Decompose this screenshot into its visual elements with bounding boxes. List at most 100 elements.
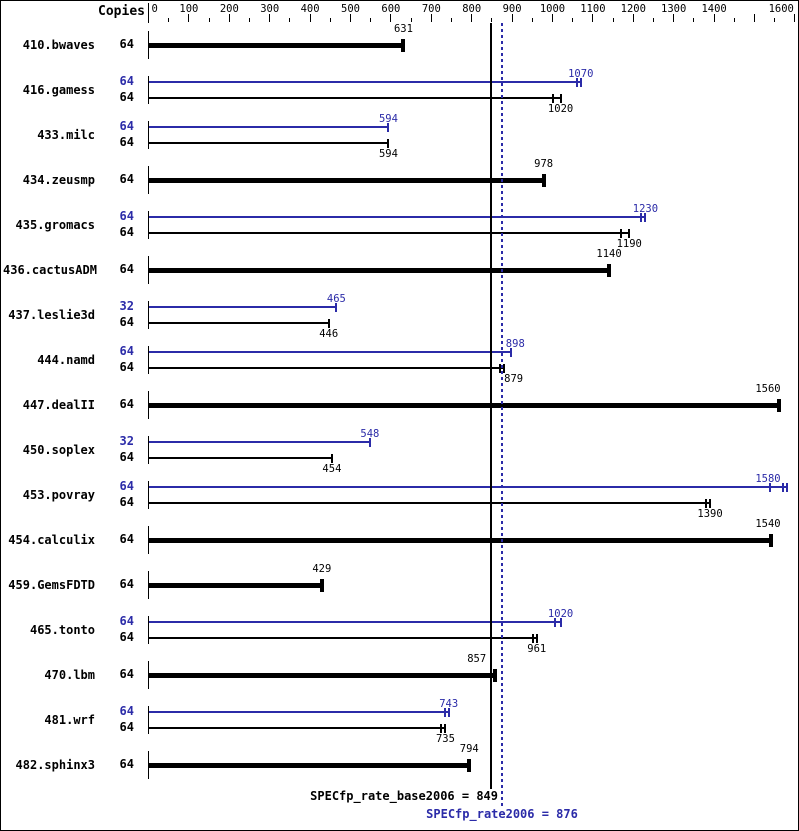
axis-tick-label: 1000	[539, 3, 566, 15]
bar-end-tick	[387, 138, 390, 148]
axis-minor-tick	[410, 18, 412, 22]
axis-tick-label: 100	[179, 3, 199, 15]
bar-end-tick	[492, 668, 497, 682]
axis-major-tick	[592, 14, 594, 22]
bar-value-label: 1140	[596, 248, 622, 260]
axis-minor-tick	[612, 18, 614, 22]
bar-run-tick	[575, 77, 578, 87]
axis-major-tick	[673, 14, 675, 22]
axis-tick-label: 700	[421, 3, 441, 15]
benchmark-axis-segment	[148, 31, 149, 59]
axis-minor-tick	[249, 18, 250, 22]
benchmark-name: 470.lbm	[44, 668, 95, 682]
bar-peak	[149, 306, 337, 308]
bar-end-tick	[768, 533, 773, 547]
benchmark-name: 465.tonto	[29, 623, 95, 637]
benchmark-axis-segment	[148, 436, 149, 464]
bar-end-tick	[467, 758, 472, 772]
copies-label: 64	[119, 90, 134, 104]
benchmark-name: 435.gromacs	[15, 218, 95, 232]
axis-major-tick	[511, 14, 513, 22]
copies-label: 64	[119, 614, 134, 628]
bar-base	[149, 637, 537, 639]
axis-major-tick	[350, 14, 351, 22]
bar-end-tick	[644, 212, 647, 222]
bar-value-label: 961	[527, 643, 547, 655]
bar-value-label: 735	[435, 733, 455, 745]
bar-value-label: 1540	[755, 518, 781, 530]
copies-label: 64	[119, 209, 134, 223]
summary-base-mean: SPECfp_rate_base2006 = 849	[310, 789, 498, 803]
bar-value-label: 631	[393, 23, 413, 35]
benchmark-name: 459.GemsFDTD	[8, 578, 95, 592]
axis-major-tick	[794, 14, 796, 22]
y-axis-header-line	[148, 3, 149, 23]
bar-run-tick	[620, 228, 623, 238]
benchmark-name: 434.zeusmp	[22, 173, 95, 187]
copies-label: 64	[119, 262, 134, 276]
benchmark-axis-segment	[148, 121, 149, 149]
benchmark-axis-segment	[148, 661, 149, 689]
axis-tick-label: 1100	[580, 3, 606, 15]
bar-end-tick	[387, 122, 390, 132]
copies-label: 64	[119, 172, 134, 186]
axis-tick-label: 0	[151, 3, 158, 15]
bar-peak	[149, 486, 787, 488]
bar-value-label: 879	[504, 373, 524, 385]
benchmark-name: 433.milc	[37, 128, 95, 142]
axis-major-tick	[228, 14, 230, 22]
bar-end-tick	[330, 453, 333, 463]
summary-peak-mean: SPECfp_rate2006 = 876	[426, 807, 578, 821]
axis-tick-label: 200	[219, 3, 239, 15]
axis-minor-tick	[653, 18, 654, 22]
bar-base	[149, 762, 470, 768]
bar-base	[149, 367, 504, 369]
copies-label: 64	[119, 577, 134, 591]
bar-run-tick	[553, 617, 556, 627]
bar-value-label: 1560	[755, 383, 781, 395]
benchmark-axis-segment	[148, 391, 149, 419]
axis-minor-tick	[491, 18, 493, 22]
bar-end-tick	[319, 578, 324, 592]
copies-label: 64	[119, 630, 134, 644]
benchmark-axis-segment	[148, 706, 149, 734]
axis-major-tick	[552, 14, 553, 22]
copies-label: 32	[119, 434, 134, 448]
bar-run-tick	[768, 482, 771, 492]
copies-label: 64	[119, 315, 134, 329]
axis-minor-tick	[208, 18, 210, 22]
axis-minor-tick	[693, 18, 695, 22]
bar-end-tick	[559, 93, 562, 103]
benchmark-axis-segment	[148, 211, 149, 239]
bar-end-tick	[559, 617, 562, 627]
bar-value-label: 898	[505, 338, 525, 350]
benchmark-axis-segment	[148, 571, 149, 599]
axis-tick-label: 800	[462, 3, 482, 15]
bar-peak	[149, 441, 370, 443]
axis-tick-label: 900	[502, 3, 522, 15]
bar-run-tick	[443, 707, 446, 717]
bar-value-label: 1020	[547, 103, 574, 115]
axis-major-tick	[390, 14, 392, 22]
bar-end-tick	[368, 437, 371, 447]
benchmark-axis-segment	[148, 346, 149, 374]
bar-end-tick	[776, 398, 781, 412]
bar-run-tick	[551, 93, 554, 103]
bar-value-label: 1230	[632, 203, 659, 215]
axis-minor-tick	[572, 18, 574, 22]
copies-label: 64	[119, 37, 134, 51]
axis-tick-label: 1400	[701, 3, 727, 15]
copies-label: 64	[119, 74, 134, 88]
bar-value-label: 429	[312, 563, 332, 575]
axis-minor-tick	[774, 18, 776, 22]
bar-peak	[149, 216, 646, 218]
bar-value-label: 1190	[616, 238, 642, 250]
benchmark-axis-segment	[148, 76, 149, 104]
benchmark-axis-segment	[148, 616, 149, 644]
bar-peak	[149, 621, 561, 623]
copies-label: 64	[119, 344, 134, 358]
bar-base	[149, 267, 610, 273]
bar-value-label: 1390	[697, 508, 723, 520]
bar-base	[149, 97, 561, 99]
bar-value-label: 1020	[547, 608, 574, 620]
